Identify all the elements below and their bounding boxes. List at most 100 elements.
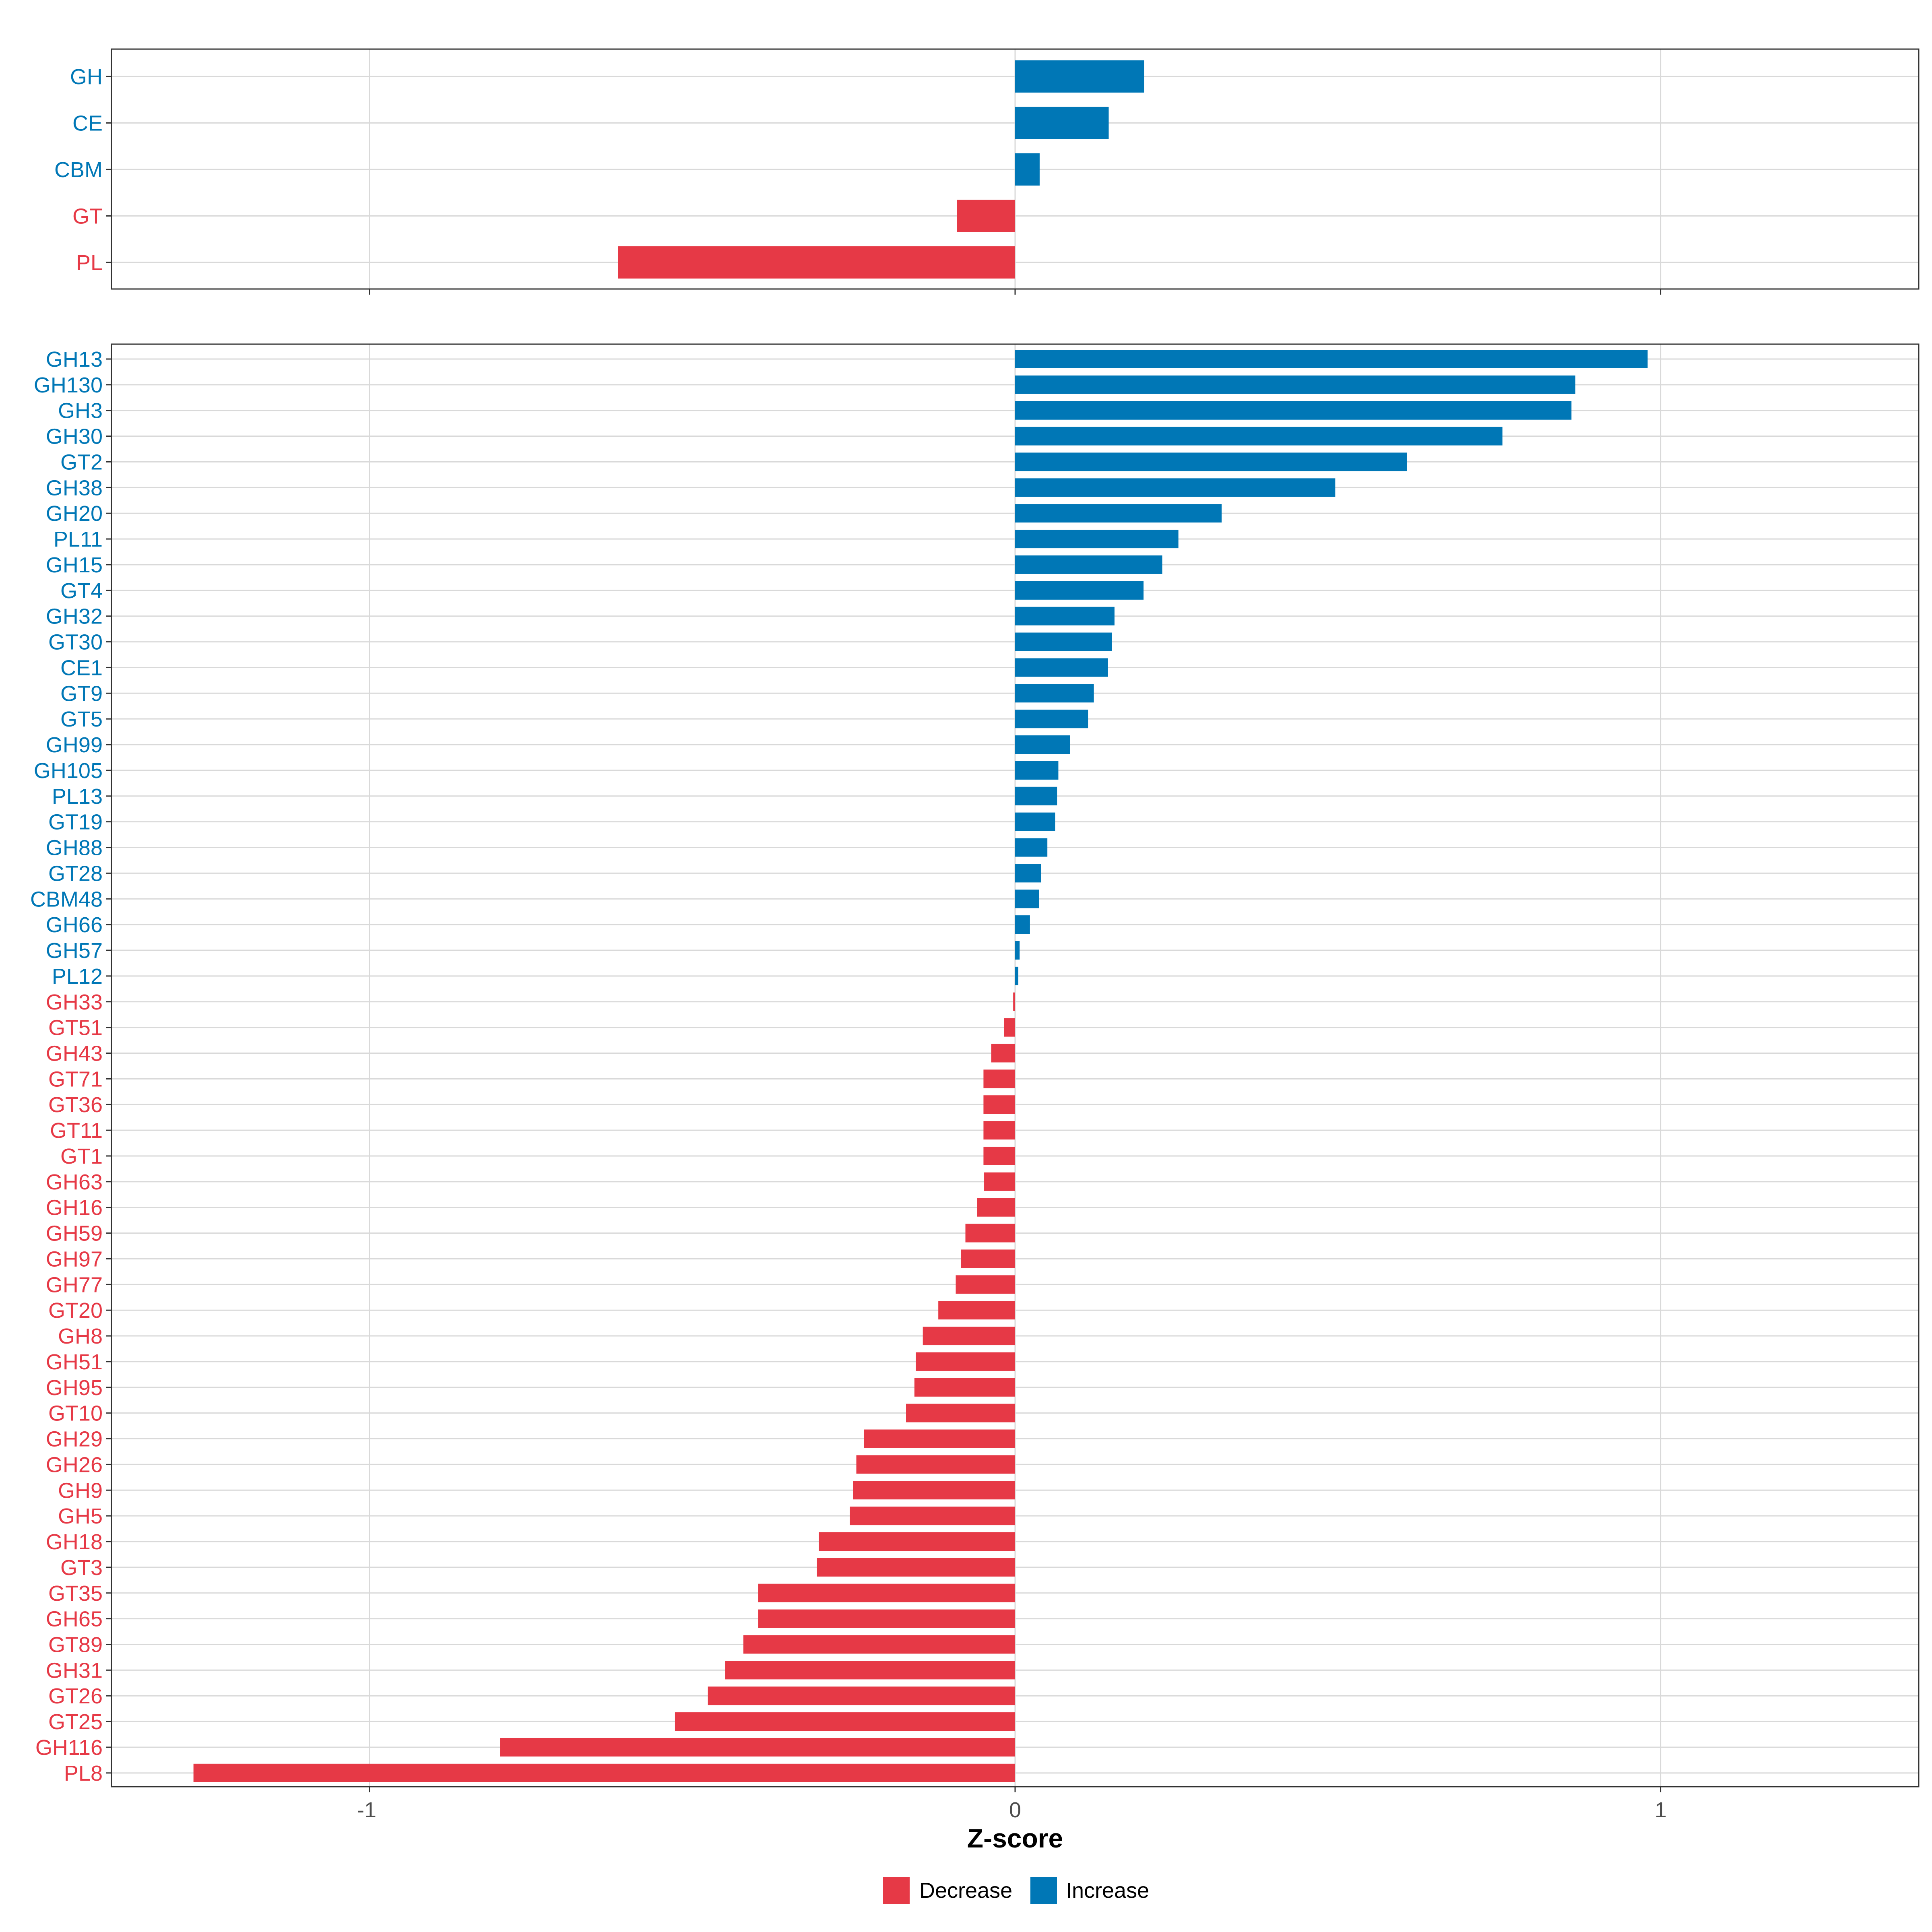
bottom-category-label-pl13: PL13 <box>52 784 103 809</box>
bottom-bar-pl13 <box>1015 786 1057 805</box>
bottom-bar-gh130 <box>1015 375 1575 394</box>
bottom-bar-pl12 <box>1015 966 1019 985</box>
top-category-label-gh: GH <box>70 65 103 89</box>
bottom-category-label-gt30: GT30 <box>48 630 103 654</box>
bottom-bar-ce1 <box>1015 658 1108 677</box>
bottom-category-label-ce1: CE1 <box>60 656 103 680</box>
bottom-category-label-gh5: GH5 <box>58 1504 103 1528</box>
bottom-category-label-gh18: GH18 <box>46 1530 103 1554</box>
bottom-category-label-gh57: GH57 <box>46 939 103 963</box>
legend-label-decrease: Decrease <box>919 1878 1012 1903</box>
bottom-category-label-gt2: GT2 <box>60 450 103 474</box>
bottom-bar-gh9 <box>853 1481 1015 1500</box>
bottom-bar-gh63 <box>984 1172 1015 1191</box>
bottom-bar-gh88 <box>1015 838 1048 857</box>
bottom-bar-gh105 <box>1015 761 1059 780</box>
bottom-category-label-gh26: GH26 <box>46 1453 103 1477</box>
bottom-bar-gh59 <box>965 1224 1015 1243</box>
legend-label-increase: Increase <box>1066 1878 1149 1903</box>
bottom-bar-gt2 <box>1015 452 1407 471</box>
x-tick-label-neg1: -1 <box>357 1798 376 1822</box>
bottom-bar-gh66 <box>1015 915 1030 934</box>
bottom-category-label-gt9: GT9 <box>60 681 103 706</box>
bottom-bar-gh33 <box>1013 992 1015 1011</box>
bottom-bar-gt5 <box>1015 710 1088 729</box>
bottom-category-label-gh43: GH43 <box>46 1041 103 1065</box>
bottom-bar-gh65 <box>758 1609 1015 1628</box>
bottom-bar-gt10 <box>906 1404 1015 1422</box>
bottom-category-label-cbm48: CBM48 <box>30 887 103 911</box>
bottom-bar-gh99 <box>1015 735 1070 754</box>
bottom-category-label-gt26: GT26 <box>48 1684 103 1708</box>
bottom-bar-gh26 <box>856 1455 1015 1474</box>
bottom-category-label-gh116: GH116 <box>35 1736 103 1760</box>
bottom-bar-gt36 <box>983 1095 1015 1114</box>
bottom-panel-frame <box>111 343 1920 1788</box>
bottom-category-label-gh97: GH97 <box>46 1247 103 1271</box>
bottom-category-label-gh95: GH95 <box>46 1376 103 1400</box>
bottom-bar-gt35 <box>758 1583 1015 1602</box>
bottom-category-label-pl8: PL8 <box>64 1761 103 1785</box>
bottom-bar-gh77 <box>956 1275 1015 1294</box>
bottom-category-label-pl11: PL11 <box>54 527 103 551</box>
bottom-bar-gh15 <box>1015 555 1162 574</box>
bottom-category-label-gh66: GH66 <box>46 913 103 937</box>
bottom-category-label-gh65: GH65 <box>46 1607 103 1631</box>
legend-swatch-decrease <box>883 1877 910 1904</box>
bottom-bar-gh16 <box>977 1198 1015 1217</box>
bottom-bar-gh116 <box>500 1738 1015 1757</box>
bottom-bar-gh57 <box>1015 941 1020 960</box>
bottom-bar-gh38 <box>1015 478 1335 497</box>
top-bar-ce <box>1015 107 1109 139</box>
bottom-bar-gt11 <box>983 1121 1015 1140</box>
bottom-category-label-gh38: GH38 <box>46 476 103 500</box>
bottom-category-label-gt71: GT71 <box>48 1067 103 1091</box>
bottom-category-label-gh77: GH77 <box>46 1273 103 1297</box>
top-panel: GH CE CBM GT PL <box>54 48 1920 295</box>
bottom-category-label-gh29: GH29 <box>46 1427 103 1451</box>
bottom-bar-pl11 <box>1015 530 1179 549</box>
top-category-label-pl: PL <box>76 251 103 275</box>
bottom-bar-gt20 <box>938 1301 1015 1320</box>
legend: Decrease Increase <box>883 1877 1149 1904</box>
top-bar-gh <box>1015 60 1144 93</box>
bottom-category-label-gt3: GT3 <box>60 1556 103 1580</box>
bottom-category-label-gh59: GH59 <box>46 1222 103 1246</box>
bottom-bar-gt26 <box>708 1686 1015 1705</box>
bottom-category-label-gh20: GH20 <box>46 502 103 526</box>
bottom-category-label-gh13: GH13 <box>46 347 103 372</box>
bottom-category-label-gt4: GT4 <box>60 579 103 603</box>
bottom-bar-gh29 <box>864 1429 1015 1448</box>
bottom-bar-gt19 <box>1015 812 1055 831</box>
bottom-bar-gt89 <box>743 1635 1015 1654</box>
bottom-bar-gh20 <box>1015 504 1222 523</box>
top-bar-cbm <box>1015 153 1040 186</box>
bottom-category-label-gh9: GH9 <box>58 1478 103 1503</box>
bottom-category-label-gt51: GT51 <box>48 1016 103 1040</box>
top-panel-frame <box>111 48 1920 290</box>
legend-swatch-increase <box>1030 1877 1057 1904</box>
bottom-category-label-gt35: GT35 <box>48 1581 103 1606</box>
bottom-category-label-gh3: GH3 <box>58 399 103 423</box>
bottom-category-label-gh88: GH88 <box>46 836 103 860</box>
bottom-category-label-gt5: GT5 <box>60 707 103 731</box>
bottom-bar-gt51 <box>1004 1018 1015 1037</box>
bottom-bar-gt30 <box>1015 632 1112 651</box>
bottom-bar-gh43 <box>991 1044 1015 1063</box>
bottom-bar-gt28 <box>1015 864 1041 883</box>
bottom-bar-gh30 <box>1015 427 1503 446</box>
bottom-category-label-gh8: GH8 <box>58 1324 103 1348</box>
bottom-panel: GH13GH130GH3GH30GT2GH38GH20PL11GH15GT4GH… <box>30 343 1920 1792</box>
bottom-category-label-gt89: GT89 <box>48 1633 103 1657</box>
bottom-category-label-gh16: GH16 <box>46 1196 103 1220</box>
bottom-category-label-gh32: GH32 <box>46 605 103 629</box>
bottom-category-label-gh130: GH130 <box>34 373 103 397</box>
top-bar-gt <box>957 200 1015 232</box>
top-category-label-ce: CE <box>72 111 103 136</box>
bottom-category-label-gh63: GH63 <box>46 1170 103 1194</box>
bottom-bar-gh18 <box>819 1532 1015 1551</box>
bottom-category-label-gh33: GH33 <box>46 990 103 1014</box>
top-category-label-gt: GT <box>72 204 103 229</box>
bottom-category-label-pl12: PL12 <box>52 964 103 989</box>
top-bar-pl <box>618 246 1015 279</box>
